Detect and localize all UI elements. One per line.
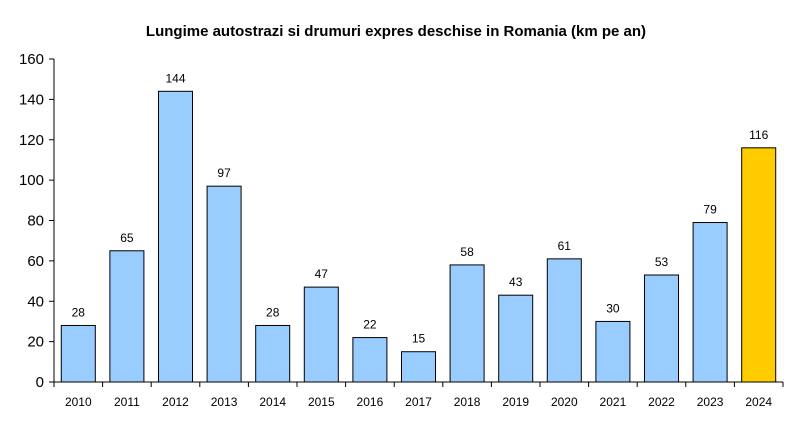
bar-2020 xyxy=(546,258,582,383)
y-tick-label: 60 xyxy=(27,253,44,270)
x-tick-label: 2013 xyxy=(211,395,238,409)
data-label-2011: 65 xyxy=(120,231,134,245)
bar-2022 xyxy=(643,274,680,383)
bar-2016 xyxy=(352,337,388,383)
data-label-2021: 30 xyxy=(606,301,620,315)
x-tick-label: 2012 xyxy=(162,395,189,409)
data-label-2024: 116 xyxy=(749,128,768,142)
x-tick-label: 2021 xyxy=(600,395,627,409)
y-tick-label: 120 xyxy=(19,132,44,149)
bar-2012 xyxy=(157,90,194,383)
x-tick-label: 2017 xyxy=(405,395,432,409)
x-tick-label: 2020 xyxy=(551,395,578,409)
x-axis: 2010 2011 2012 2013 2014 2015 2016 2017 2018 2019… xyxy=(53,381,784,409)
bar-2010 xyxy=(60,324,96,383)
y-tick-label: 0 xyxy=(36,374,44,391)
y-tick-label: 100 xyxy=(19,172,44,189)
y-axis: 0 20 40 60 80 100 120 140 160 xyxy=(19,51,55,391)
x-tick-label: 2010 xyxy=(65,395,92,409)
bar-2015 xyxy=(303,286,339,383)
data-label-2010: 28 xyxy=(72,305,86,319)
x-tick-label: 2015 xyxy=(308,395,335,409)
x-tick-label: 2011 xyxy=(114,395,140,409)
x-tick-label: 2023 xyxy=(697,395,724,409)
data-label-2014: 28 xyxy=(266,305,280,319)
bar-2024 xyxy=(741,147,777,383)
x-tick-label: 2019 xyxy=(502,395,529,409)
data-label-2017: 15 xyxy=(412,332,426,346)
chart-title: Lungime autostrazi si drumuri expres des… xyxy=(146,23,646,40)
bar-2018 xyxy=(449,264,485,383)
data-label-2012: 144 xyxy=(165,71,185,85)
y-tick-label: 20 xyxy=(27,334,44,351)
y-tick-label: 140 xyxy=(19,91,44,108)
data-label-2020: 61 xyxy=(558,239,572,253)
data-label-2016: 22 xyxy=(363,318,377,332)
y-tick-label: 160 xyxy=(19,51,44,68)
x-tick-label: 2018 xyxy=(454,395,481,409)
x-tick-label: 2014 xyxy=(259,395,286,409)
data-label-2019: 43 xyxy=(509,275,523,289)
x-tick-label: 2022 xyxy=(648,395,675,409)
bar-2014 xyxy=(255,324,291,383)
data-labels: 28 65 144 97 28 47 22 15 58 43 61 30 53 79 116 xyxy=(72,71,769,345)
y-tick-label: 40 xyxy=(27,293,44,310)
data-label-2023: 79 xyxy=(703,203,717,217)
data-label-2013: 97 xyxy=(217,166,231,180)
data-label-2015: 47 xyxy=(315,267,329,281)
x-tick-label: 2016 xyxy=(357,395,384,409)
bar-2021 xyxy=(595,320,631,383)
bar-2023 xyxy=(692,222,728,383)
x-tick-label: 2024 xyxy=(745,395,772,409)
bar-2013 xyxy=(206,185,242,383)
bar-2019 xyxy=(498,294,534,383)
data-label-2022: 53 xyxy=(655,255,669,269)
data-label-2018: 58 xyxy=(460,245,474,259)
bar-2017 xyxy=(400,351,437,383)
bar-2011 xyxy=(109,250,145,383)
y-tick-label: 80 xyxy=(27,213,44,230)
bars xyxy=(60,90,777,383)
